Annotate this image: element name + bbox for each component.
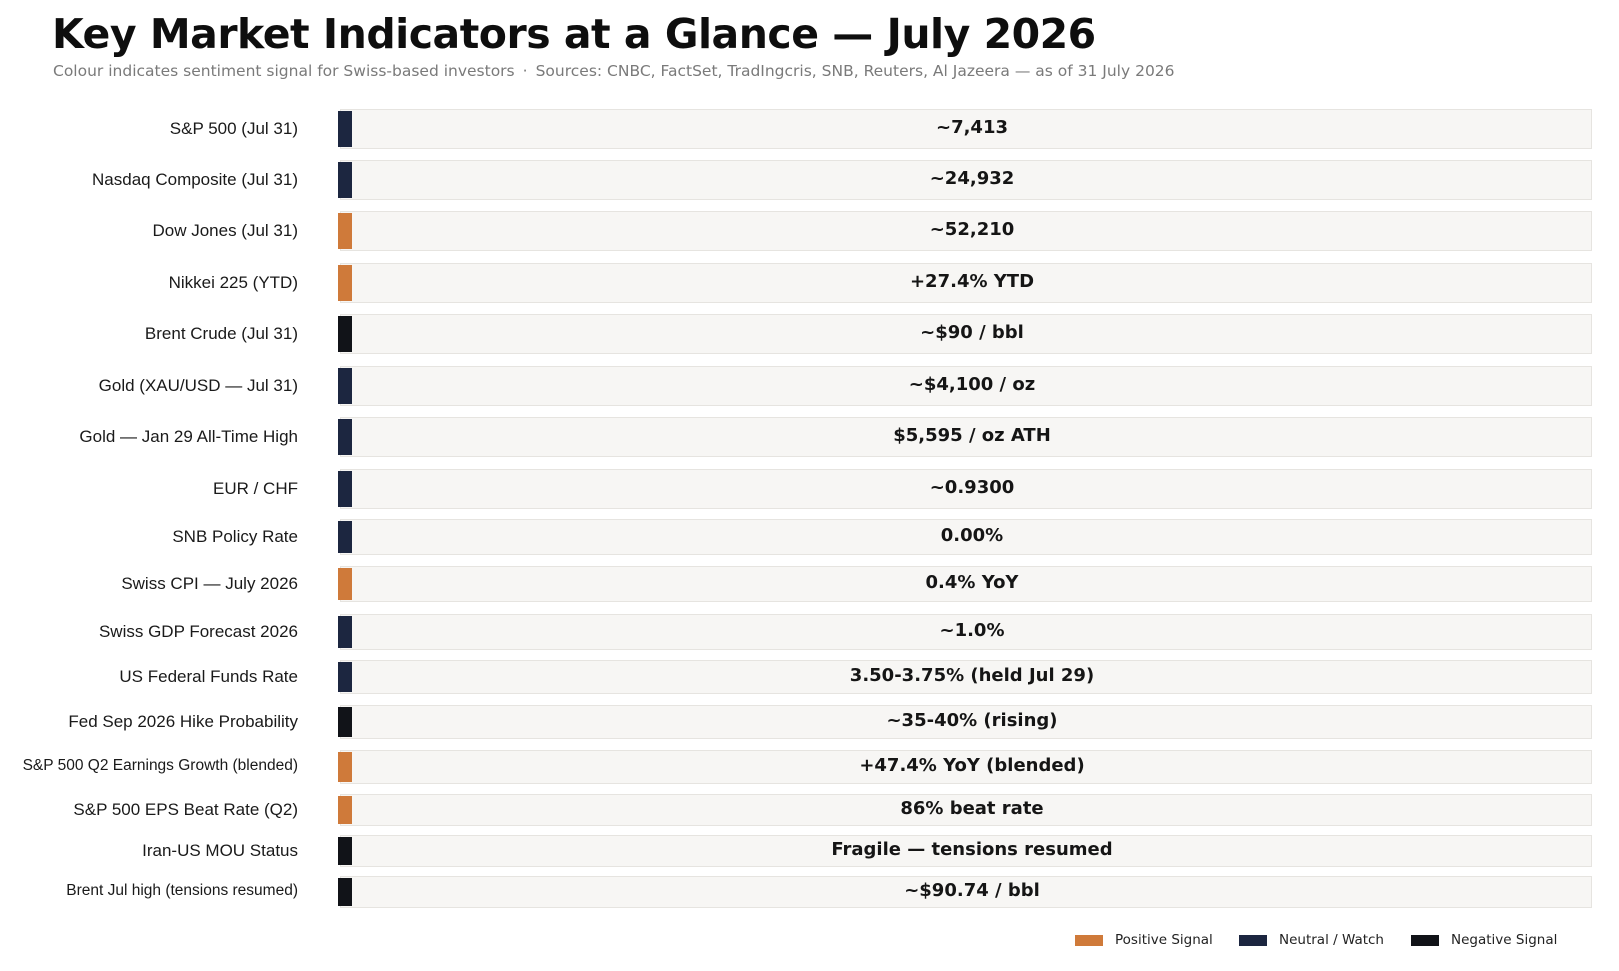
- legend-swatch-positive: [1075, 934, 1103, 946]
- signal-swatch-positive: [338, 265, 352, 301]
- signal-swatch-neutral: [338, 368, 352, 404]
- row-value-box: [340, 109, 1592, 149]
- signal-swatch-neutral: [338, 521, 352, 553]
- signal-swatch-positive: [338, 213, 352, 249]
- signal-swatch-negative: [338, 837, 352, 865]
- row-value: 0.00%: [940, 525, 1004, 546]
- row-value-box: [340, 566, 1592, 602]
- row-value-box: [340, 705, 1592, 739]
- signal-swatch-neutral: [338, 471, 352, 507]
- row-label: Iran-US MOU Status: [142, 841, 298, 860]
- row-value-box: [340, 211, 1592, 251]
- row-value-box: [340, 314, 1592, 354]
- signal-swatch-neutral: [338, 616, 352, 648]
- row-label: Brent Jul high (tensions resumed): [66, 882, 298, 899]
- signal-swatch-neutral: [338, 662, 352, 692]
- row-value: +27.4% YTD: [909, 271, 1035, 292]
- row-value-box: [340, 469, 1592, 509]
- row-label: SNB Policy Rate: [172, 527, 298, 546]
- signal-swatch-positive: [338, 796, 352, 824]
- row-value: ~35-40% (rising): [886, 710, 1058, 731]
- row-label: S&P 500 Q2 Earnings Growth (blended): [22, 757, 298, 774]
- row-label: S&P 500 EPS Beat Rate (Q2): [73, 800, 298, 819]
- row-label: Dow Jones (Jul 31): [152, 221, 298, 240]
- signal-swatch-positive: [338, 568, 352, 600]
- row-label: Brent Crude (Jul 31): [144, 324, 298, 343]
- legend-swatch-neutral: [1239, 934, 1267, 946]
- row-value-box: [340, 614, 1592, 650]
- row-value-box: [340, 876, 1592, 908]
- row-value-box: [340, 835, 1592, 867]
- row-value: ~1.0%: [939, 620, 1005, 641]
- row-label: EUR / CHF: [213, 479, 298, 498]
- legend-item-positive: Positive Signal: [1075, 928, 1213, 952]
- row-value: $5,595 / oz ATH: [893, 425, 1051, 446]
- row-label: Swiss GDP Forecast 2026: [98, 622, 298, 641]
- signal-swatch-negative: [338, 878, 352, 906]
- row-value: ~24,932: [929, 168, 1015, 189]
- legend-label-positive: Positive Signal: [1115, 932, 1213, 948]
- subtitle-description: Colour indicates sentiment signal for Sw…: [53, 62, 515, 80]
- signal-swatch-negative: [338, 316, 352, 352]
- row-label: Nasdaq Composite (Jul 31): [92, 170, 298, 189]
- row-label: Fed Sep 2026 Hike Probability: [68, 712, 298, 731]
- row-value-box: [340, 794, 1592, 826]
- legend-swatch-negative: [1411, 934, 1439, 946]
- signal-swatch-neutral: [338, 111, 352, 147]
- row-value-box: [340, 660, 1592, 694]
- row-value: ~52,210: [929, 219, 1015, 240]
- row-value: ~$4,100 / oz: [908, 374, 1036, 395]
- row-label: S&P 500 (Jul 31): [169, 119, 298, 138]
- chart-title: Key Market Indicators at a Glance — July…: [52, 10, 1096, 58]
- row-value: ~0.9300: [929, 477, 1015, 498]
- row-value-box: [340, 366, 1592, 406]
- chart-subtitle: Colour indicates sentiment signal for Sw…: [53, 62, 1175, 80]
- signal-swatch-neutral: [338, 162, 352, 198]
- row-value: ~7,413: [935, 117, 1009, 138]
- row-label: Gold (XAU/USD — Jul 31): [98, 376, 298, 395]
- row-label: US Federal Funds Rate: [119, 667, 298, 686]
- row-label: Nikkei 225 (YTD): [168, 273, 298, 292]
- row-value: +47.4% YoY (blended): [859, 755, 1085, 776]
- row-label: Gold — Jan 29 All-Time High: [79, 427, 298, 446]
- subtitle-sources: Sources: CNBC, FactSet, TradIngcris, SNB…: [535, 62, 1175, 80]
- signal-swatch-positive: [338, 752, 352, 782]
- row-value: 0.4% YoY: [925, 572, 1019, 593]
- row-value-box: [340, 263, 1592, 303]
- row-value: ~$90 / bbl: [920, 322, 1024, 343]
- row-value-box: [340, 160, 1592, 200]
- subtitle-separator: ·: [522, 62, 528, 80]
- legend: Positive Signal Neutral / Watch Negative…: [0, 928, 1619, 952]
- signal-swatch-negative: [338, 707, 352, 737]
- row-value-box: [340, 417, 1592, 457]
- legend-item-negative: Negative Signal: [1411, 928, 1557, 952]
- legend-item-neutral: Neutral / Watch: [1239, 928, 1384, 952]
- legend-label-negative: Negative Signal: [1451, 932, 1558, 948]
- row-label: Swiss CPI — July 2026: [121, 574, 298, 593]
- row-value-box: [340, 519, 1592, 555]
- legend-label-neutral: Neutral / Watch: [1279, 932, 1384, 948]
- row-value: Fragile — tensions resumed: [831, 839, 1113, 860]
- row-value-box: [340, 750, 1592, 784]
- row-value: 3.50-3.75% (held Jul 29): [849, 665, 1095, 686]
- signal-swatch-neutral: [338, 419, 352, 455]
- row-value: ~$90.74 / bbl: [904, 880, 1040, 901]
- row-value: 86% beat rate: [900, 798, 1044, 819]
